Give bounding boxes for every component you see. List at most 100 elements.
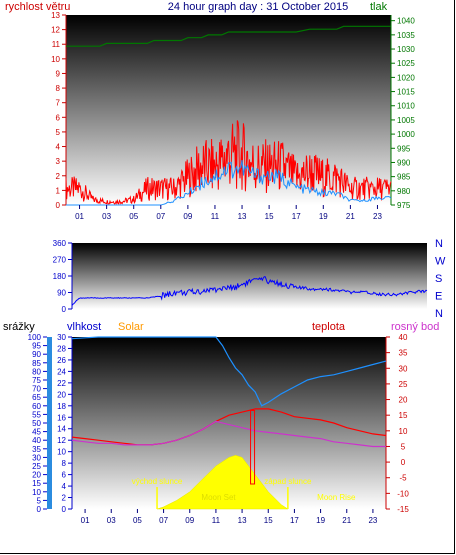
temperature-axis-title: teplota [312, 321, 346, 333]
wind-pressure-series [65, 25, 392, 206]
hour-tick-label: 07 [156, 212, 165, 221]
precip-scale-bar [47, 337, 52, 509]
dewpoint-axis-title: rosný bod [391, 321, 439, 333]
hour-tick-label: 09 [185, 516, 194, 525]
pressure-tick-label: 1015 [397, 88, 415, 97]
humidity-tick-label: 22 [57, 379, 66, 388]
temperature-tick-label: 25 [399, 380, 408, 389]
pressure-tick-label: 1030 [397, 45, 415, 54]
direction-plot-area [72, 243, 427, 309]
hour-tick-label: 11 [212, 516, 221, 525]
hour-tick-label: 19 [316, 516, 325, 525]
compass-n-bottom: N [435, 308, 443, 320]
wind-speed-tick-label: 4 [56, 143, 61, 152]
hour-axis-bottom: 01 03 05 07 09 11 13 15 17 19 21 23 [81, 509, 378, 525]
solar-series [156, 455, 289, 510]
pressure-axis-title: tlak [370, 1, 388, 13]
precip-tick-label: 40 [32, 436, 41, 445]
humidity-tick-label: 24 [57, 367, 66, 376]
temperature-tick-label: 0 [401, 458, 406, 467]
hour-tick-label: 01 [75, 212, 84, 221]
precip-tick-label: 55 [32, 410, 41, 419]
precip-tick-label: 45 [32, 428, 41, 437]
pressure-tick-label: 1040 [397, 17, 415, 26]
wind-speed-tick-label: 12 [51, 26, 60, 35]
humidity-tick-label: 12 [57, 436, 66, 445]
precip-tick-label: 90 [32, 350, 41, 359]
temperature-tick-label: 40 [399, 333, 408, 342]
temperature-tick-label: -10 [397, 489, 409, 498]
solar-axis-title: Solar [118, 321, 144, 333]
pressure-tick-label: 990 [397, 158, 411, 167]
precip-axis: 0510152025303540455055606570758085909510… [28, 333, 47, 514]
wind-left-axis-title: rychlost větru [5, 1, 70, 13]
humidity-tick-label: 18 [57, 402, 66, 411]
wind-speed-tick-label: 10 [51, 55, 60, 64]
precip-tick-label: 15 [32, 479, 41, 488]
compass-s: S [435, 273, 442, 285]
moonset-label: Moon Set [201, 493, 236, 502]
wind-speed-tick-label: 13 [51, 11, 60, 20]
humidity-axis-title: vlhkost [67, 321, 101, 333]
temperature-tick-label: 20 [399, 396, 408, 405]
hour-tick-label: 05 [133, 516, 142, 525]
pressure-tick-label: 1025 [397, 59, 415, 68]
hour-tick-label: 17 [290, 516, 299, 525]
direction-tick-label: 0 [62, 305, 67, 314]
hour-tick-label: 17 [292, 212, 301, 221]
hour-tick-label: 21 [342, 516, 351, 525]
temperature-axis: -15 -10 -5 0 5 10 15 20 25 30 35 40 [385, 333, 409, 514]
humidity-tick-label: 10 [57, 448, 66, 457]
temperature-tick-label: -15 [397, 505, 409, 514]
temperature-spike-bar [250, 409, 256, 485]
pressure-tick-label: 1005 [397, 116, 415, 125]
precip-tick-label: 30 [32, 453, 41, 462]
pressure-tick-label: 1010 [397, 102, 415, 111]
humidity-tick-label: 20 [57, 390, 66, 399]
sun-moon-annotations: východ slunce západ slunce Moon Set Moon Ri… [132, 477, 356, 509]
pressure-tick-label: 975 [397, 201, 411, 210]
wind-speed-tick-label: 8 [56, 84, 61, 93]
precip-tick-label: 80 [32, 367, 41, 376]
precip-tick-label: 20 [32, 471, 41, 480]
humidity-tick-label: 8 [62, 459, 67, 468]
hour-tick-label: 23 [368, 516, 377, 525]
temperature-tick-label: 5 [401, 442, 406, 451]
precip-tick-label: 95 [32, 342, 41, 351]
hour-tick-label: 11 [211, 212, 220, 221]
precip-tick-label: 75 [32, 376, 41, 385]
precip-tick-label: 0 [37, 505, 42, 514]
compass-w: W [435, 256, 446, 268]
direction-tick-label: 360 [53, 239, 67, 248]
hour-tick-label: 13 [238, 212, 247, 221]
pressure-axis: 975 980 985 990 995 1000 1005 1010 1015 1020 1025 1… [390, 15, 415, 210]
humidity-tick-label: 4 [62, 482, 67, 491]
hour-tick-label: 01 [81, 516, 90, 525]
humidity-tick-label: 26 [57, 356, 66, 365]
solar-area [156, 455, 289, 510]
wind-speed-tick-label: 3 [56, 157, 61, 166]
hour-tick-label: 13 [238, 516, 247, 525]
wind-speed-tick-label: 2 [56, 172, 61, 181]
hour-tick-label: 19 [319, 212, 328, 221]
precip-tick-label: 25 [32, 462, 41, 471]
hour-tick-label: 07 [159, 516, 168, 525]
hour-tick-label: 23 [373, 212, 382, 221]
hour-tick-label: 15 [264, 516, 273, 525]
wind-pressure-panel: rychlost větru 24 hour graph day : 31 Oc… [5, 1, 415, 221]
temperature-tick-label: 30 [399, 364, 408, 373]
pressure-tick-label: 1035 [397, 31, 415, 40]
wind-speed-tick-label: 7 [56, 99, 61, 108]
hour-axis-top: 01 03 05 07 09 11 13 15 17 19 21 23 [75, 205, 382, 221]
wind-speed-tick-label: 6 [56, 113, 61, 122]
sunset-label: západ slunce [264, 477, 312, 486]
wind-speed-tick-label: 11 [52, 40, 61, 49]
temperature-tick-label: 35 [399, 349, 408, 358]
temperature-tick-label: -5 [399, 474, 407, 483]
